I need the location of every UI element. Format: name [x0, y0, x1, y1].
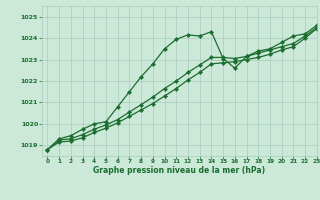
- X-axis label: Graphe pression niveau de la mer (hPa): Graphe pression niveau de la mer (hPa): [93, 166, 265, 175]
